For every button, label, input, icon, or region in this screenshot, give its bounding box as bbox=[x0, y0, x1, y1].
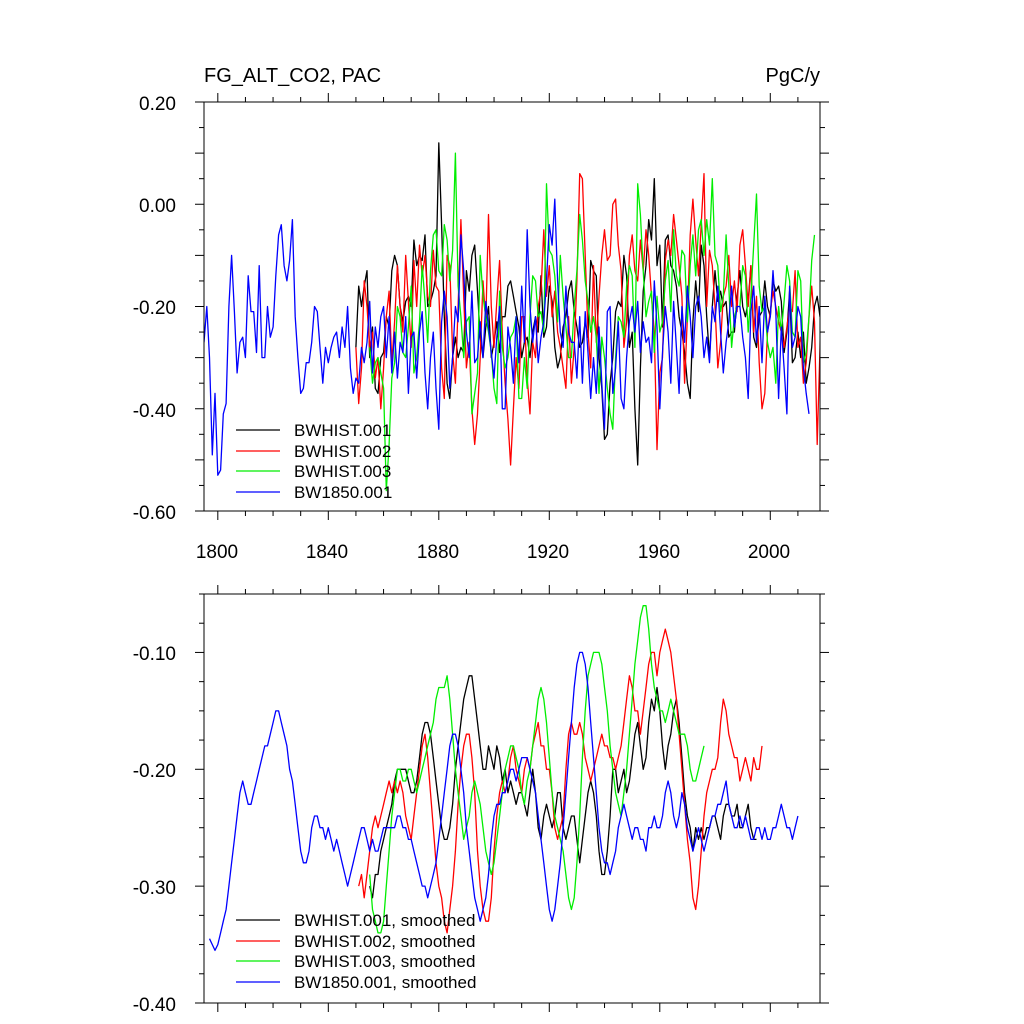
legend-label: BWHIST.003 bbox=[294, 462, 391, 481]
bottom-y-tick-labels: -0.10 -0.20 -0.30 -0.40 bbox=[133, 644, 176, 1016]
bottom-ticks bbox=[195, 585, 829, 1012]
y-tick-label: -0.20 bbox=[133, 298, 176, 319]
y-tick-label: -0.40 bbox=[133, 995, 176, 1016]
y-tick-label: -0.30 bbox=[133, 878, 176, 899]
legend-label: BWHIST.001 bbox=[294, 421, 391, 440]
series-line-bwhist-003 bbox=[369, 152, 816, 492]
top-legend: BWHIST.001 BWHIST.002 BWHIST.003 BW1850.… bbox=[236, 421, 392, 502]
y-tick-label: 0.20 bbox=[139, 94, 176, 115]
top-plot-frame bbox=[203, 101, 821, 512]
y-tick-label: -0.40 bbox=[133, 401, 176, 422]
y-tick-label: -0.60 bbox=[133, 503, 176, 524]
legend-label: BW1850.001, smoothed bbox=[294, 973, 476, 992]
series-line-bwhist-002-smoothed bbox=[358, 628, 763, 934]
x-tick-label: 1880 bbox=[417, 542, 459, 563]
x-tick-label: 2000 bbox=[748, 542, 790, 563]
chart-title: FG_ALT_CO2, PAC bbox=[204, 65, 381, 87]
bottom-panel: -0.10 -0.20 -0.30 -0.40 BWHIST.001, smoo… bbox=[133, 585, 829, 1016]
series-line-bwhist-002 bbox=[355, 172, 820, 466]
legend-label: BWHIST.002 bbox=[294, 442, 391, 461]
series-line-bwhist-003-smoothed bbox=[369, 605, 705, 934]
bottom-legend: BWHIST.001, smoothed BWHIST.002, smoothe… bbox=[236, 911, 476, 992]
top-x-tick-labels: 1800 1840 1880 1920 1960 2000 bbox=[196, 542, 790, 563]
top-y-tick-labels: 0.20 0.00 -0.20 -0.40 -0.60 bbox=[133, 94, 176, 524]
legend-label: BWHIST.002, smoothed bbox=[294, 932, 475, 951]
series-line-bw1850-001 bbox=[204, 198, 810, 476]
top-panel: FG_ALT_CO2, PAC PgC/y 0.20 0.00 -0.20 -0… bbox=[133, 65, 829, 563]
y-tick-label: 0.00 bbox=[139, 196, 176, 217]
x-tick-label: 1840 bbox=[306, 542, 348, 563]
bottom-series-lines bbox=[208, 605, 799, 952]
top-ticks bbox=[195, 93, 829, 520]
x-tick-label: 1920 bbox=[527, 542, 569, 563]
top-series-lines bbox=[204, 142, 820, 492]
bottom-plot-frame bbox=[203, 593, 821, 1004]
legend-label: BW1850.001 bbox=[294, 483, 392, 502]
y-tick-label: -0.20 bbox=[133, 761, 176, 782]
y-tick-label: -0.10 bbox=[133, 644, 176, 665]
x-tick-label: 1960 bbox=[638, 542, 680, 563]
series-line-bw1850-001-smoothed bbox=[208, 651, 799, 952]
units-label: PgC/y bbox=[766, 65, 820, 87]
legend-label: BWHIST.001, smoothed bbox=[294, 911, 475, 930]
x-tick-label: 1800 bbox=[196, 542, 238, 563]
legend-label: BWHIST.003, smoothed bbox=[294, 952, 475, 971]
